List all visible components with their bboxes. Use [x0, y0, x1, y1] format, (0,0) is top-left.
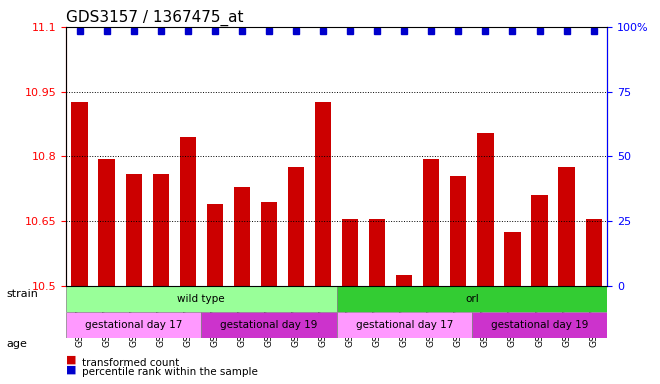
Bar — [369, 219, 385, 286]
Text: transformed count: transformed count — [82, 358, 180, 368]
FancyBboxPatch shape — [337, 312, 472, 338]
Bar — [315, 103, 331, 286]
Bar — [504, 232, 521, 286]
Text: gestational day 17: gestational day 17 — [85, 320, 182, 330]
Text: ■: ■ — [66, 355, 77, 365]
Bar — [125, 174, 142, 286]
Text: gestational day 17: gestational day 17 — [356, 320, 453, 330]
Text: strain: strain — [7, 289, 38, 299]
Bar — [585, 219, 602, 286]
Text: orl: orl — [465, 294, 478, 304]
FancyBboxPatch shape — [201, 312, 337, 338]
FancyBboxPatch shape — [66, 286, 337, 312]
Bar — [234, 187, 250, 286]
Bar — [450, 176, 467, 286]
Bar — [71, 103, 88, 286]
Text: age: age — [7, 339, 28, 349]
Bar — [288, 167, 304, 286]
Bar — [98, 159, 115, 286]
Bar — [180, 137, 196, 286]
Text: wild type: wild type — [178, 294, 225, 304]
Text: gestational day 19: gestational day 19 — [491, 320, 588, 330]
Bar — [396, 275, 412, 286]
Bar — [558, 167, 575, 286]
FancyBboxPatch shape — [472, 312, 607, 338]
FancyBboxPatch shape — [66, 312, 201, 338]
Bar — [531, 195, 548, 286]
Text: ■: ■ — [66, 364, 77, 374]
Text: gestational day 19: gestational day 19 — [220, 320, 317, 330]
Bar — [477, 133, 494, 286]
Bar — [261, 202, 277, 286]
Text: percentile rank within the sample: percentile rank within the sample — [82, 367, 258, 377]
Bar — [152, 174, 169, 286]
FancyBboxPatch shape — [337, 286, 607, 312]
Text: GDS3157 / 1367475_at: GDS3157 / 1367475_at — [66, 9, 244, 25]
Bar — [423, 159, 440, 286]
Bar — [207, 204, 223, 286]
Bar — [342, 219, 358, 286]
